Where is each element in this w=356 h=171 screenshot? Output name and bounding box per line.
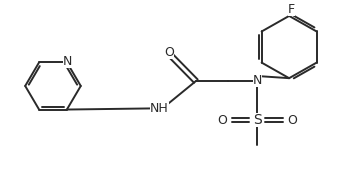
Text: S: S (253, 113, 262, 127)
Text: NH: NH (150, 102, 168, 115)
Text: O: O (218, 114, 227, 127)
Text: N: N (63, 55, 73, 68)
Text: F: F (288, 3, 295, 16)
Text: O: O (287, 114, 297, 127)
Text: O: O (164, 46, 174, 59)
Text: N: N (253, 74, 262, 87)
